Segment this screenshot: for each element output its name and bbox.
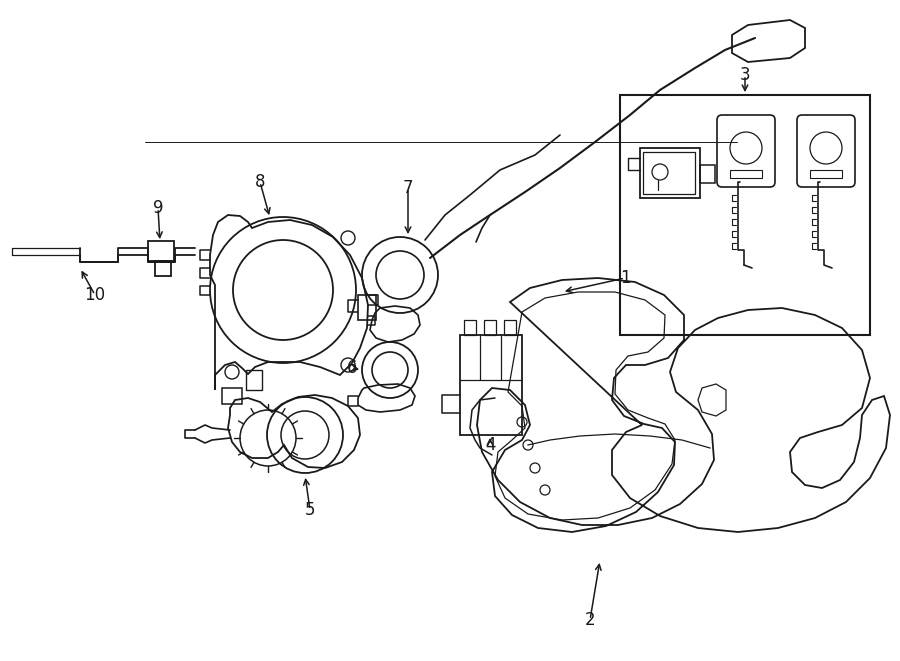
Bar [155, 261, 171, 276]
Bar [620, 95, 870, 335]
Text: 10: 10 [85, 286, 105, 304]
Bar [464, 320, 476, 335]
Bar [504, 320, 516, 335]
Text: 4: 4 [485, 436, 495, 454]
Text: 6: 6 [346, 359, 357, 377]
Bar [148, 241, 174, 261]
Bar [460, 335, 522, 435]
Text: 8: 8 [255, 173, 266, 191]
Text: 1: 1 [620, 269, 630, 287]
Text: 9: 9 [153, 199, 163, 217]
Bar [246, 370, 262, 390]
Bar [222, 388, 242, 404]
Text: 5: 5 [305, 501, 315, 519]
Bar [358, 295, 376, 320]
Text: 3: 3 [740, 66, 751, 84]
Text: 7: 7 [403, 179, 413, 197]
Bar [700, 165, 715, 183]
Bar [730, 170, 762, 178]
Bar [640, 148, 700, 198]
Bar [484, 320, 496, 335]
Text: 2: 2 [585, 611, 595, 629]
Bar [643, 152, 695, 194]
Bar [810, 170, 842, 178]
